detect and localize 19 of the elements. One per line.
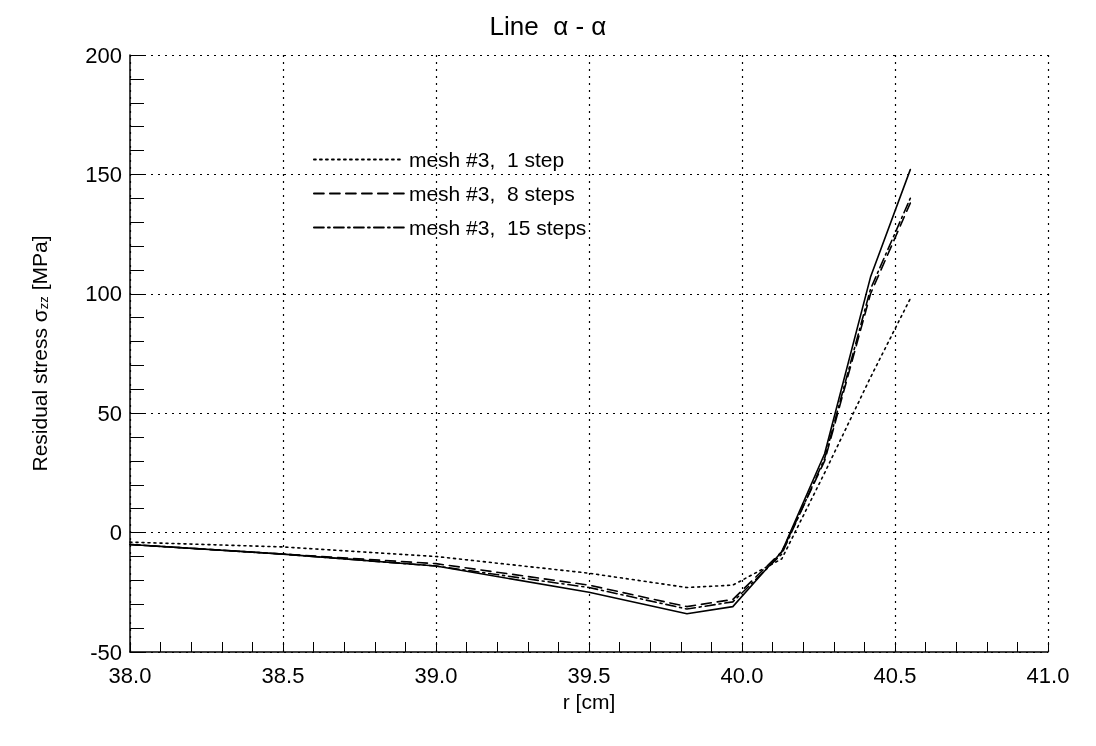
y-tick-label: 150 [85,161,122,187]
legend-label: mesh #3, 15 steps [408,216,587,239]
y-tick-label: 50 [97,400,122,426]
x-tick-label: 41.0 [1026,662,1070,688]
x-tick-label: 38.5 [261,662,305,688]
x-tick-label: 40.0 [720,662,764,688]
x-axis-title: r [cm] [562,689,616,713]
legend-label: mesh #3, 1 step [408,148,565,171]
y-tick-label: 100 [85,281,122,307]
x-tick-label: 40.5 [873,662,917,688]
y-axis-title: Residual stress σzz [MPa] [28,235,51,472]
x-tick-label: 38.0 [108,662,152,688]
chart-title: Line α - α [489,11,607,41]
y-tick-label: -50 [90,639,122,665]
y-tick-label: 0 [109,520,122,546]
x-tick-label: 39.5 [567,662,611,688]
legend-label: mesh #3, 8 steps [408,182,575,205]
y-tick-label: 200 [85,42,122,68]
x-tick-label: 39.0 [414,662,458,688]
